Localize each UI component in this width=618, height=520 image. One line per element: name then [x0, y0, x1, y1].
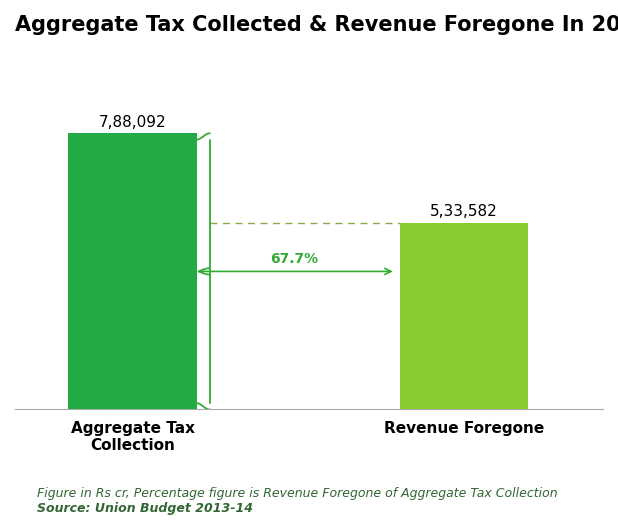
Text: Source: Union Budget 2013-14: Source: Union Budget 2013-14: [37, 502, 253, 515]
Text: 67.7%: 67.7%: [270, 252, 318, 266]
Bar: [400, 223, 528, 409]
Bar: [69, 133, 197, 409]
Text: 5,33,582: 5,33,582: [430, 204, 498, 219]
Text: Figure in Rs cr, Percentage figure is Revenue Foregone of Aggregate Tax Collecti: Figure in Rs cr, Percentage figure is Re…: [37, 487, 557, 500]
Text: 7,88,092: 7,88,092: [99, 115, 166, 130]
Text: Aggregate Tax Collected & Revenue Foregone In 2011-12: Aggregate Tax Collected & Revenue Forego…: [15, 15, 618, 35]
